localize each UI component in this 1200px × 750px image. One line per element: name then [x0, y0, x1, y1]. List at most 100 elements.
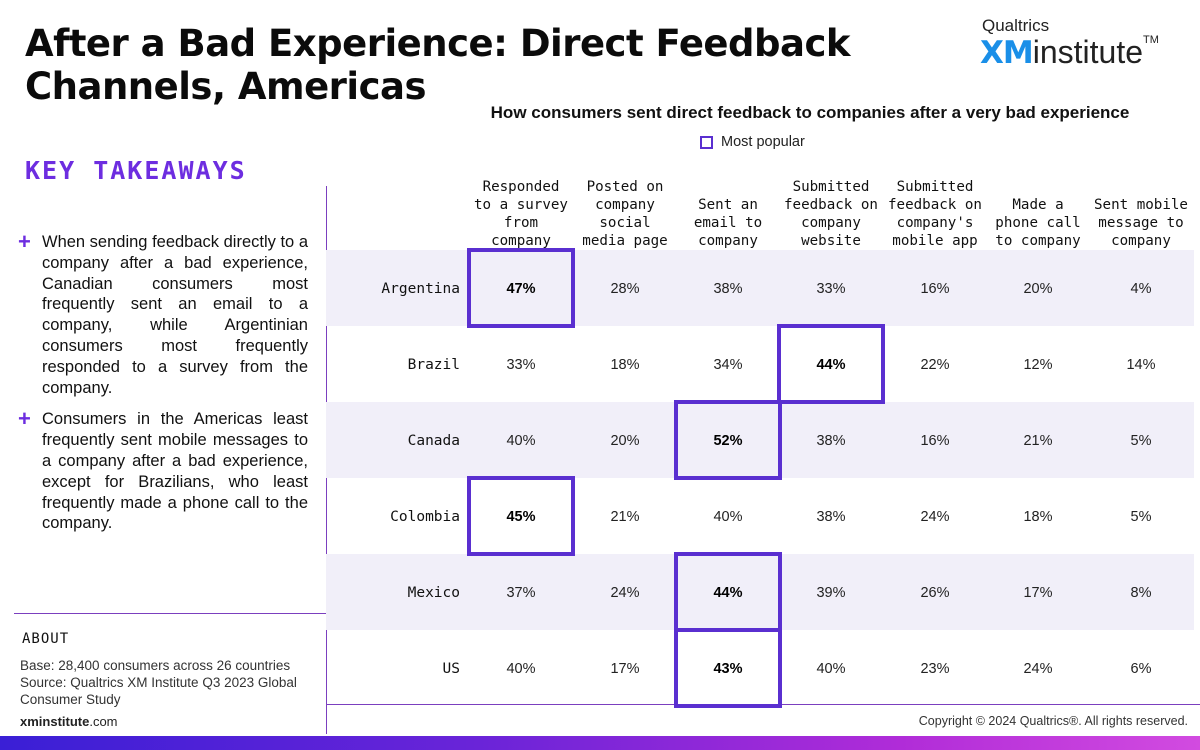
cell-value: 18%: [610, 357, 639, 373]
bottom-gradient-bar: [0, 736, 1200, 750]
cell-value: 24%: [610, 585, 639, 601]
cell-value: 20%: [610, 433, 639, 449]
cell-value: 4%: [1131, 281, 1152, 297]
column-header-line: company: [491, 233, 551, 249]
cell-value-most-popular: 44%: [713, 585, 742, 601]
cell-value: 8%: [1131, 585, 1152, 601]
cell-value: 38%: [713, 281, 742, 297]
cell-value: 17%: [610, 661, 639, 677]
cell-value: 39%: [816, 585, 845, 601]
copyright-text: Copyright © 2024 Qualtrics®. All rights …: [918, 714, 1188, 728]
row-band: [326, 402, 1194, 478]
column-header-line: Submitted: [793, 179, 870, 195]
logo-institute-text: institute: [1032, 34, 1144, 70]
key-takeaways-heading: KEY TAKEAWAYS: [25, 156, 247, 185]
row-header-mexico: Mexico: [408, 585, 460, 601]
column-header-line: Submitted: [897, 179, 974, 195]
column-header-line: from: [504, 215, 538, 231]
cell-value: 33%: [816, 281, 845, 297]
row-header-brazil: Brazil: [408, 357, 460, 373]
column-header-line: to company: [995, 233, 1080, 249]
cell-value: 14%: [1126, 357, 1155, 373]
column-header-line: company's: [897, 215, 974, 231]
legend-square-icon: [700, 135, 713, 149]
column-header-line: company: [801, 215, 861, 231]
column-header-line: company: [698, 233, 758, 249]
about-heading: ABOUT: [22, 631, 70, 647]
logo-wordmark: XMinstituteTM: [980, 34, 1180, 71]
column-header-line: phone call: [995, 215, 1080, 231]
chart-legend: Most popular: [700, 134, 805, 150]
cell-value: 23%: [920, 661, 949, 677]
plus-icon: +: [18, 406, 31, 432]
cell-value: 16%: [920, 433, 949, 449]
cell-value-most-popular: 44%: [816, 357, 845, 373]
column-header-line: company: [1111, 233, 1171, 249]
takeaway-text: Consumers in the Americas least frequent…: [42, 410, 308, 533]
row-header-canada: Canada: [408, 433, 460, 449]
row-band: [326, 554, 1194, 630]
cell-value: 24%: [920, 509, 949, 525]
about-text: Base: 28,400 consumers across 26 countri…: [20, 657, 320, 708]
column-header-line: company: [595, 197, 655, 213]
cell-value-most-popular: 52%: [713, 433, 742, 449]
row-header-colombia: Colombia: [390, 509, 460, 525]
cell-value: 38%: [816, 433, 845, 449]
cell-value: 26%: [920, 585, 949, 601]
chart-title: How consumers sent direct feedback to co…: [490, 103, 1130, 122]
row-header-us: US: [443, 661, 460, 677]
about-source: Source: Qualtrics XM Institute Q3 2023 G…: [20, 675, 297, 707]
cell-value: 17%: [1023, 585, 1052, 601]
cell-value: 33%: [506, 357, 535, 373]
logo-xm-text: XM: [980, 35, 1034, 71]
cell-value: 40%: [506, 661, 535, 677]
column-header-line: Made a: [1012, 197, 1063, 213]
cell-value-most-popular: 47%: [506, 281, 535, 297]
site-link-bold: xminstitute: [20, 714, 90, 729]
column-header-line: message to: [1098, 215, 1183, 231]
qualtrics-xm-institute-logo: Qualtrics XMinstituteTM: [980, 16, 1180, 71]
cell-value: 6%: [1131, 661, 1152, 677]
page-title: After a Bad Experience: Direct Feedback …: [25, 22, 851, 108]
cell-value: 34%: [713, 357, 742, 373]
takeaway-item: + When sending feedback directly to a co…: [18, 230, 308, 398]
cell-value: 12%: [1023, 357, 1052, 373]
about-base: Base: 28,400 consumers across 26 countri…: [20, 658, 291, 673]
cell-value: 24%: [1023, 661, 1052, 677]
column-header-line: website: [801, 233, 861, 249]
column-header-line: email to: [694, 215, 762, 231]
column-header-line: Sent an: [698, 197, 758, 213]
cell-value-most-popular: 45%: [506, 509, 535, 525]
about-divider: [14, 613, 326, 614]
cell-value: 40%: [713, 509, 742, 525]
cell-value: 40%: [506, 433, 535, 449]
cell-value: 18%: [1023, 509, 1052, 525]
most-popular-highlight: [674, 400, 782, 480]
cell-value: 16%: [920, 281, 949, 297]
column-header-line: Posted on: [587, 179, 664, 195]
cell-value: 37%: [506, 585, 535, 601]
most-popular-highlight: [777, 324, 885, 404]
column-header-line: Responded: [483, 179, 560, 195]
cell-value: 22%: [920, 357, 949, 373]
cell-value: 5%: [1131, 433, 1152, 449]
column-header-line: feedback on: [888, 197, 982, 213]
site-link-domain: .com: [89, 714, 118, 729]
logo-qualtrics-text: Qualtrics: [982, 16, 1050, 35]
logo-trademark: TM: [1143, 34, 1159, 46]
column-header-line: feedback on: [784, 197, 878, 213]
cell-value: 5%: [1131, 509, 1152, 525]
legend-label: Most popular: [721, 134, 805, 150]
cell-value: 21%: [610, 509, 639, 525]
column-header-line: media page: [582, 233, 667, 249]
cell-value-most-popular: 43%: [713, 661, 742, 677]
site-link[interactable]: xminstitute.com: [20, 714, 118, 729]
cell-value: 20%: [1023, 281, 1052, 297]
most-popular-highlight: [467, 476, 575, 556]
most-popular-highlight: [674, 628, 782, 708]
column-header-line: Sent mobile: [1094, 197, 1188, 213]
takeaway-text: When sending feedback directly to a comp…: [42, 233, 308, 397]
most-popular-highlight: [467, 248, 575, 328]
column-header-line: social: [599, 215, 650, 231]
